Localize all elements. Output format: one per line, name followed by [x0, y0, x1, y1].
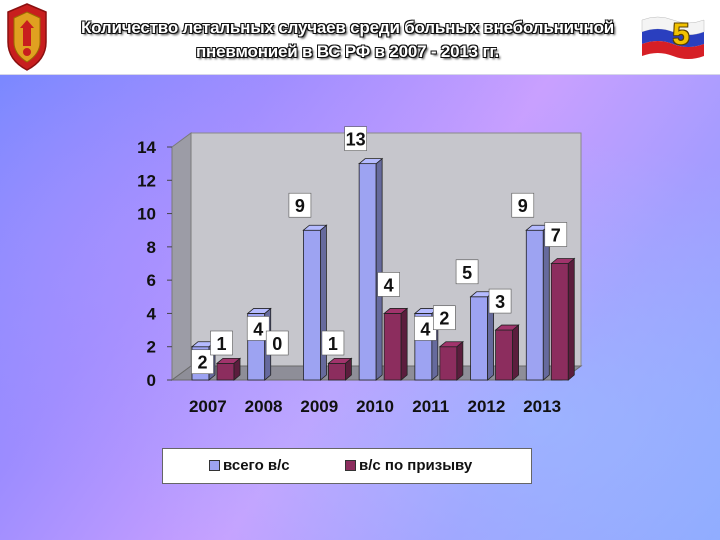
bar-1-2012: [470, 296, 488, 381]
bar-side-1-2010: [375, 157, 383, 381]
bar-1-2009: [303, 229, 321, 381]
bar-top-2-2007: [215, 357, 242, 364]
data-label-2-2012: 3: [495, 292, 505, 312]
bar-top-1-2010: [358, 158, 384, 165]
bar-side-2-2012: [512, 324, 519, 381]
bar-top-2-2012: [494, 324, 520, 331]
slide-header: Количество летальных случаев среди больн…: [0, 0, 720, 75]
chart-legend: всего в/с в/с по призыву: [162, 448, 532, 484]
bar-2-2012: [495, 329, 513, 381]
data-label-2-2011: 2: [439, 309, 449, 329]
legend-swatch-series-2: [345, 460, 356, 471]
y-tick-label: 8: [147, 238, 156, 257]
x-tick-label: 2013: [523, 397, 561, 416]
bar-side-1-2013: [542, 224, 550, 381]
bar-1-2013: [525, 229, 544, 381]
data-label-box-1-2008: [246, 316, 270, 341]
bar-side-2-2011: [456, 340, 464, 381]
legend-item-series-1: всего в/с: [209, 457, 290, 474]
data-label-2-2010: 4: [384, 275, 394, 295]
data-label-box-1-2007: [191, 349, 214, 375]
y-tick-label: 12: [137, 171, 156, 190]
data-label-box-2-2009: [321, 330, 345, 356]
data-label-1-2011: 4: [420, 319, 430, 339]
legend-swatch-series-1: [209, 460, 220, 471]
title-line-1: Количество летальных случаев среди больн…: [80, 18, 615, 37]
x-tick-label: 2012: [468, 397, 506, 416]
x-tick-label: 2008: [245, 397, 283, 416]
bar-top-2-2010: [383, 308, 409, 314]
data-label-2-2007: 1: [216, 334, 226, 354]
bar-side-2-2013: [567, 257, 575, 381]
x-tick-label: 2009: [300, 397, 338, 416]
plot-side-wall: [171, 132, 192, 381]
bar-1-2010: [358, 163, 377, 381]
data-label-box-1-2010: [344, 126, 367, 151]
x-tick-label: 2007: [189, 397, 227, 416]
bar-side-1-2009: [320, 224, 327, 381]
data-label-2-2009: 1: [328, 334, 338, 354]
chart-title: Количество летальных случаев среди больн…: [60, 16, 635, 64]
title-line-2: пневмонией в ВС РФ в 2007 - 2013 гг.: [195, 42, 500, 61]
data-label-box-1-2013: [511, 192, 535, 218]
data-label-box-2-2010: [377, 272, 400, 297]
data-label-box-1-2012: [455, 259, 479, 285]
y-tick-label: 6: [147, 271, 156, 290]
legend-item-series-2: в/с по призыву: [345, 457, 472, 474]
data-label-box-2-2008: [265, 330, 289, 356]
data-label-1-2008: 4: [253, 319, 263, 339]
y-tick-label: 10: [137, 205, 156, 224]
data-label-box-2-2007: [210, 330, 233, 356]
legend-label-series-1: всего в/с: [223, 457, 290, 474]
bar-2-2011: [439, 346, 458, 381]
data-label-2-2013: 7: [551, 226, 561, 246]
data-label-box-2-2011: [433, 305, 456, 331]
bar-2-2013: [550, 263, 569, 381]
bar-top-2-2013: [550, 258, 576, 264]
data-label-1-2010: 13: [346, 130, 366, 150]
data-label-box-2-2013: [544, 222, 568, 247]
bar-top-1-2009: [302, 224, 328, 231]
data-label-box-2-2012: [488, 288, 512, 314]
bar-top-2-2009: [327, 357, 353, 364]
data-label-1-2007: 2: [197, 353, 207, 373]
military-emblem-icon: [7, 3, 47, 71]
y-tick-label: 14: [137, 138, 156, 157]
bar-2-2010: [383, 313, 402, 381]
legend-label-series-2: в/с по призыву: [359, 457, 473, 474]
russian-flag-icon: [641, 16, 705, 59]
x-tick-label: 2011: [412, 397, 449, 416]
y-tick-label: 4: [147, 304, 157, 323]
x-tick-label: 2010: [356, 397, 394, 416]
bar-side-2-2010: [400, 307, 408, 381]
slide-number: 5: [672, 18, 690, 51]
data-label-1-2009: 9: [295, 196, 305, 216]
bar-2-2007: [216, 362, 235, 381]
data-label-2-2008: 0: [272, 334, 282, 354]
y-tick-label: 2: [147, 338, 156, 357]
data-label-box-1-2009: [288, 192, 312, 218]
bar-2-2009: [328, 362, 346, 381]
data-label-1-2013: 9: [518, 196, 528, 216]
bar-top-2-2011: [438, 341, 464, 348]
bar-top-1-2008: [246, 308, 272, 314]
data-label-1-2012: 5: [462, 263, 472, 283]
y-tick-label: 0: [147, 371, 156, 390]
